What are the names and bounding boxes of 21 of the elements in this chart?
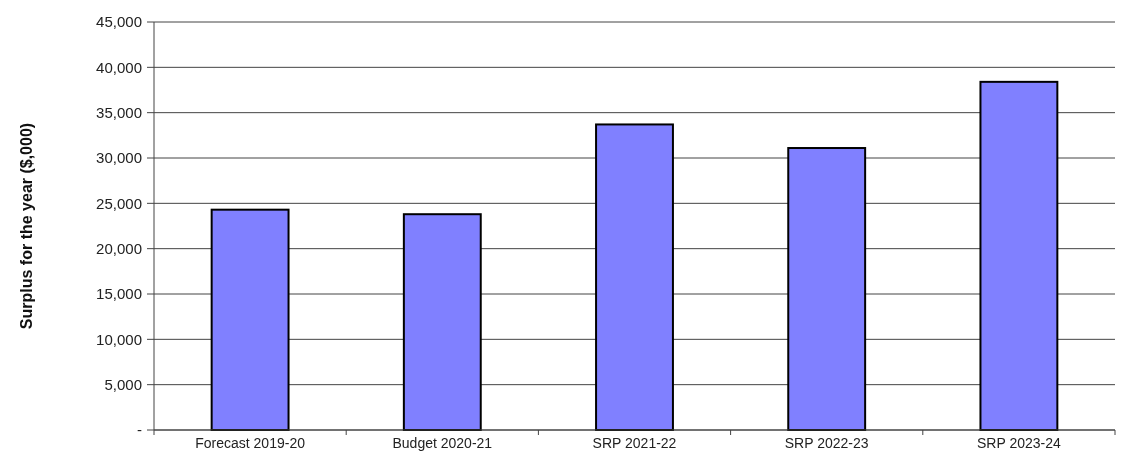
bar [979,80,1059,431]
y-axis-title: Surplus for the year ($,000) [18,122,35,330]
y-tick-label: 25,000 [96,194,142,212]
y-tick-label: 35,000 [96,103,142,121]
y-tick-label: 10,000 [96,330,142,348]
y-tick-label: 45,000 [96,13,142,31]
bar [595,123,674,431]
y-tick-label: - [137,421,142,439]
bar [787,147,867,431]
bar [402,213,482,431]
bar [210,208,290,431]
y-tick-label: 5,000 [104,375,142,393]
x-tick-label: Budget 2020-21 [392,435,493,451]
x-tick-label: SRP 2021-22 [592,435,677,451]
y-tick-label: 15,000 [96,285,142,303]
x-tick-label: SRP 2022-23 [784,435,869,451]
x-tick-label: Forecast 2019-20 [195,435,306,451]
y-tick-label: 20,000 [96,239,142,257]
x-tick-label: SRP 2023-24 [976,435,1062,451]
y-tick-label: 30,000 [96,149,142,167]
y-tick-label: 40,000 [96,58,142,76]
